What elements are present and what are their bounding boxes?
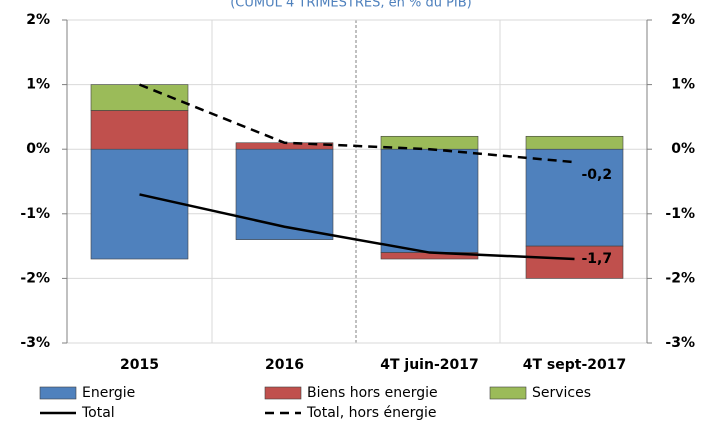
y2-tick-label: 2%: [671, 12, 695, 28]
bar: [380, 148, 479, 253]
y2-tick-label: -2%: [665, 270, 695, 286]
data-label: -1,7: [582, 251, 613, 267]
legend-label: Biens hors energie: [307, 385, 438, 401]
y2-tick-label: 0%: [671, 141, 695, 157]
bar: [525, 135, 624, 150]
x-tick-label: 4T juin-2017: [380, 357, 478, 373]
y2-tick-label: -3%: [665, 335, 695, 351]
bar: [235, 148, 334, 240]
legend-label: Total, hors énergie: [306, 405, 437, 421]
legend-swatch: [489, 386, 527, 400]
legend-swatch: [264, 386, 302, 400]
x-tick-label: 2016: [265, 357, 304, 373]
x-tick-label: 2015: [120, 357, 159, 373]
line: [139, 193, 575, 261]
y-tick-label: -3%: [20, 335, 50, 351]
legend-label: Energie: [82, 385, 135, 401]
y2-tick-label: 1%: [671, 77, 695, 93]
legend-label: Total: [81, 405, 115, 421]
chart-subtitle: (CUMUL 4 TRIMESTRES, en % du PIB): [230, 0, 472, 11]
bar: [90, 148, 189, 260]
y-tick-label: 1%: [26, 77, 50, 93]
bar: [525, 245, 624, 279]
bar: [525, 148, 624, 247]
bar: [90, 110, 189, 150]
y-tick-label: 2%: [26, 12, 50, 28]
bar: [380, 135, 479, 150]
x-tick-label: 4T sept-2017: [523, 357, 626, 373]
legend-label: Services: [532, 385, 591, 401]
y-tick-label: -1%: [20, 206, 50, 222]
y-tick-label: -2%: [20, 270, 50, 286]
y2-tick-label: -1%: [665, 206, 695, 222]
y-tick-label: 0%: [26, 141, 50, 157]
legend-swatch: [39, 386, 77, 400]
line: [139, 83, 575, 164]
data-label: -0,2: [582, 167, 613, 183]
